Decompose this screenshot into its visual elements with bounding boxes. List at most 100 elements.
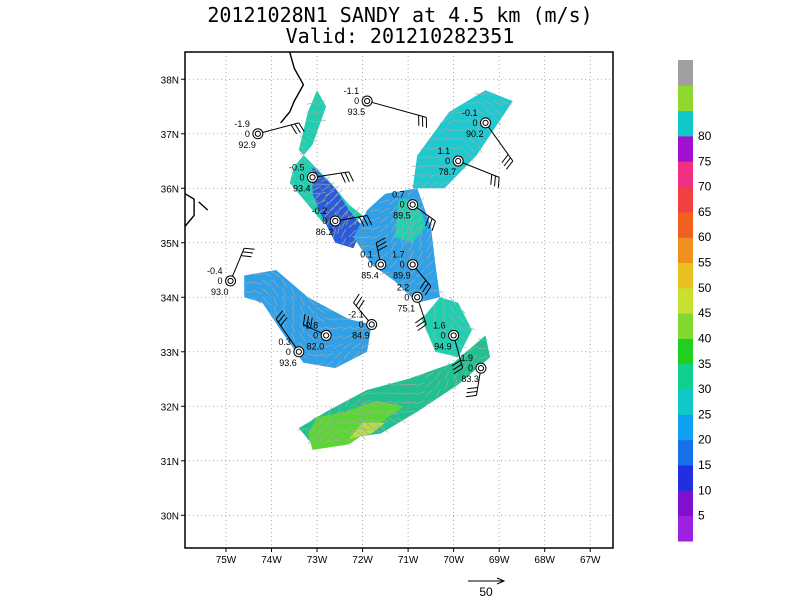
lon-tick-label: 74W <box>261 555 282 566</box>
wind-vectors <box>243 92 512 444</box>
station-mid-value: 0 <box>404 292 409 302</box>
station-ring-icon <box>409 261 416 268</box>
scale-arrow: 50 <box>468 577 506 599</box>
wind-barb-feather <box>424 286 432 296</box>
colorbar-swatch <box>678 515 693 542</box>
colorbar-swatch <box>678 338 693 365</box>
station-mid-value: 0 <box>245 129 250 139</box>
station-top-value: 1.1 <box>438 146 451 156</box>
station-ring-icon <box>375 259 387 271</box>
wind-region-northwest-core <box>312 166 363 249</box>
colorbar-label: 75 <box>698 154 712 168</box>
station-mid-value: 0 <box>359 320 364 330</box>
wind-barb-feather <box>501 154 509 164</box>
station-mid-value: 0 <box>368 260 373 270</box>
coastline <box>185 52 305 227</box>
wind-barb-feather <box>290 124 298 135</box>
colorbar-label: 70 <box>698 180 712 194</box>
station-top-value: -0.1 <box>462 108 478 118</box>
lat-tick-label: 36N <box>161 184 179 195</box>
axis-tick-labels: 75W 74W 73W 72W 71W 70W 69W 68W 67W 30N 31N 32N 33N 3… <box>161 75 601 566</box>
station-ring-icon <box>225 275 237 287</box>
colorbar-swatch <box>678 389 693 415</box>
station-ring-icon <box>254 130 261 137</box>
lon-tick-label: 69W <box>489 555 510 566</box>
lon-tick-label: 70W <box>443 555 464 566</box>
wind-barb-feather <box>425 216 430 227</box>
colorbar-swatch <box>678 186 693 213</box>
wind-barb-feather <box>466 390 478 394</box>
colorbar-swatch <box>678 262 693 289</box>
colorbar-swatch <box>678 211 693 238</box>
colorbar-label: 20 <box>698 433 712 447</box>
map-frame <box>184 51 614 549</box>
station-ring-icon <box>364 97 371 105</box>
station-top-value: 0.3 <box>278 337 291 347</box>
colorbar-label: 65 <box>698 205 712 219</box>
station-ring-icon <box>320 329 332 341</box>
colorbar-swatch <box>678 135 693 162</box>
station-ring-icon <box>448 329 460 341</box>
wind-barb-feather <box>494 175 496 187</box>
colorbar-swatch <box>678 313 693 339</box>
colorbar-swatch <box>678 85 693 112</box>
colorbar-swatch <box>678 287 693 314</box>
station-ring-icon <box>480 117 492 129</box>
colorbar: 5 10 15 20 25 30 35 40 45 50 55 60 65 70 75 80 <box>678 60 712 542</box>
colorbar-label: 60 <box>698 230 712 244</box>
wind-barb-feather <box>431 220 436 231</box>
lat-tick-label: 37N <box>161 130 179 141</box>
wind-barb-feather <box>422 283 429 293</box>
station-top-value: -0.2 <box>312 206 328 216</box>
station-bottom-value: 86.2 <box>316 227 334 237</box>
lat-tick-label: 35N <box>161 239 179 250</box>
station-ring-icon <box>455 157 462 165</box>
lat-tick-label: 38N <box>161 75 179 86</box>
station-top-value: -2.1 <box>348 310 364 320</box>
colorbar-swatch <box>678 110 693 137</box>
colorbar-swatch <box>678 60 693 86</box>
wind-barb-feather <box>366 215 373 226</box>
station-top-value: -1.1 <box>344 86 360 96</box>
station-bottom-value: 89.9 <box>393 271 411 281</box>
lat-tick-label: 32N <box>161 402 179 413</box>
colorbar-label: 25 <box>698 407 712 421</box>
colorbar-label: 35 <box>698 357 712 371</box>
colorbar-swatch <box>678 490 693 517</box>
station-top-value: 1.7 <box>392 250 405 260</box>
lon-tick-label: 68W <box>534 555 555 566</box>
colorbar-swatch <box>678 237 693 263</box>
lon-tick-label: 67W <box>580 555 601 566</box>
station-ring-icon <box>252 128 264 140</box>
wind-barb-feather <box>362 215 369 226</box>
wind-barb-staff <box>275 318 300 353</box>
station-top-value: 1.6 <box>433 320 446 330</box>
wind-barb-staff <box>453 335 464 369</box>
station-mid-value: 0 <box>400 200 405 210</box>
wind-barb-feather <box>467 386 478 390</box>
station-ring-icon <box>414 294 421 301</box>
colorbar-swatch <box>678 465 693 491</box>
station-ring-icon <box>409 201 416 208</box>
coast-segment <box>198 201 209 211</box>
wind-barb-feather <box>375 237 386 244</box>
lon-tick-label: 72W <box>352 555 373 566</box>
station-bottom-value: 93.6 <box>279 358 297 368</box>
station-top-value: -1.9 <box>234 119 250 129</box>
wind-barb-staff <box>366 100 427 118</box>
station-ring-icon <box>482 119 489 126</box>
station-ring-icon <box>475 362 487 374</box>
wind-barb-staff <box>312 171 349 178</box>
colorbar-swatch <box>678 439 693 466</box>
wind-barb-feather <box>306 315 310 327</box>
lon-tick-label: 73W <box>307 555 328 566</box>
wind-barb-feather <box>302 314 306 325</box>
station-bottom-value: 89.5 <box>393 211 411 221</box>
